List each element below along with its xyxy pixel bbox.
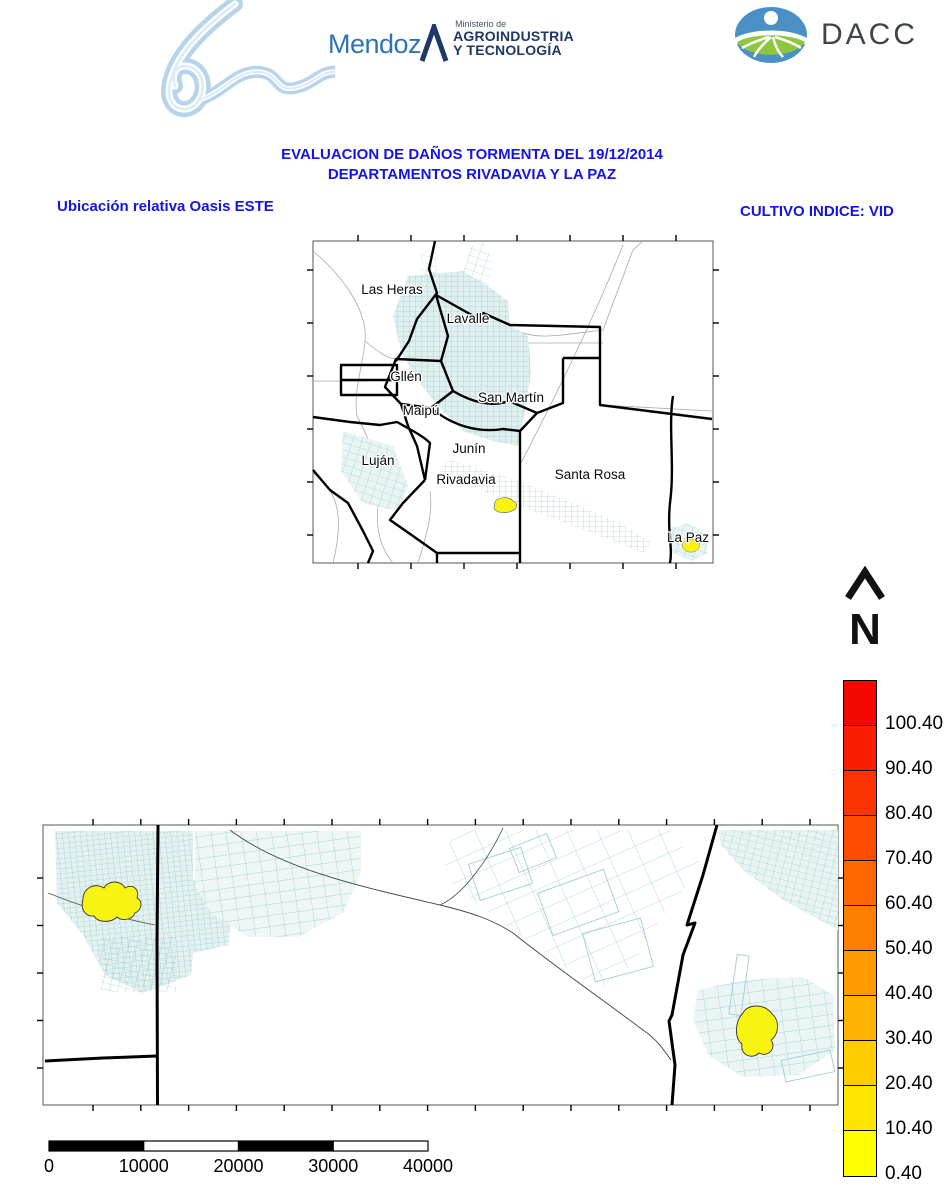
legend-value: 40.40 bbox=[885, 983, 933, 1004]
legend-segment bbox=[844, 951, 876, 996]
label-junin: Junín bbox=[452, 441, 485, 456]
label-guaymallen: Gllén bbox=[390, 369, 422, 384]
scale-label-10000: 10000 bbox=[119, 1156, 169, 1176]
overview-damage-zones bbox=[493, 497, 700, 553]
right-caption: CULTIVO INDICE: VID bbox=[740, 203, 894, 220]
scale-label-40000: 40000 bbox=[403, 1156, 453, 1176]
overview-vineyard-parcels bbox=[341, 241, 708, 561]
legend-value: 30.40 bbox=[885, 1028, 933, 1049]
mendoza-a-peak-icon bbox=[419, 23, 449, 62]
label-maipu: Maipú bbox=[403, 403, 440, 418]
scale-label-0: 0 bbox=[44, 1156, 54, 1176]
scale-label-20000: 20000 bbox=[213, 1156, 263, 1176]
north-letter: N bbox=[849, 605, 881, 650]
title-line-2: DEPARTAMENTOS RIVADAVIA Y LA PAZ bbox=[327, 165, 617, 183]
legend-colorbar: 100.40 90.40 80.40 70.40 60.40 50.40 40.40 30.4… bbox=[843, 680, 944, 1188]
label-lujan: Luján bbox=[361, 453, 394, 468]
ministry-brand-block: Mendoz Ministerio de AGROINDUSTRIA Y TEC… bbox=[328, 19, 574, 62]
legend-value: 70.40 bbox=[885, 848, 933, 869]
overview-map: Las Heras Lavalle Gllén Maipú San Martín… bbox=[307, 235, 719, 569]
legend-value: 100.40 bbox=[885, 713, 944, 734]
legend-value: 60.40 bbox=[885, 893, 933, 914]
scale-bar-segment bbox=[332, 1140, 429, 1152]
scale-bar-segment bbox=[237, 1140, 334, 1152]
scale-bar-segment bbox=[48, 1140, 145, 1152]
label-santa-rosa: Santa Rosa bbox=[555, 467, 626, 482]
ministry-line1: Ministerio de bbox=[455, 19, 507, 29]
scale-bar: 0 10000 20000 30000 40000 bbox=[44, 1140, 453, 1176]
legend-segment bbox=[844, 681, 876, 726]
label-lavalle: Lavalle bbox=[447, 311, 490, 326]
detail-map bbox=[37, 819, 844, 1111]
label-la-paz: La Paz bbox=[667, 530, 709, 545]
north-arrow: N bbox=[845, 566, 885, 650]
legend-segment bbox=[844, 816, 876, 861]
legend-segment bbox=[844, 996, 876, 1041]
overview-department-labels: Las Heras Lavalle Gllén Maipú San Martín… bbox=[360, 281, 711, 547]
left-caption: Ubicación relativa Oasis ESTE bbox=[57, 198, 274, 215]
label-san-martin: San Martín bbox=[478, 390, 544, 405]
scale-bar-segment bbox=[143, 1140, 240, 1152]
detail-department-boundaries bbox=[44, 824, 719, 1106]
dacc-globe-icon bbox=[735, 7, 807, 63]
legend-segment bbox=[844, 1041, 876, 1086]
legend-segment bbox=[844, 1131, 876, 1176]
legend-value: 90.40 bbox=[885, 758, 933, 779]
label-las-heras: Las Heras bbox=[361, 282, 423, 297]
title-line-1: EVALUACION DE DAÑOS TORMENTA DEL 19/12/2… bbox=[281, 146, 663, 163]
dacc-logo-block: DACC bbox=[733, 4, 918, 66]
detail-damage-zones bbox=[81, 881, 778, 1057]
legend-value: 0.40 bbox=[885, 1163, 922, 1184]
legend-color-ramp bbox=[843, 680, 877, 1177]
legend-segment bbox=[844, 771, 876, 816]
overview-department-boundaries bbox=[312, 240, 713, 564]
label-rivadavia: Rivadavia bbox=[436, 472, 496, 487]
legend-segment bbox=[844, 861, 876, 906]
legend-segment bbox=[844, 906, 876, 951]
legend-value: 80.40 bbox=[885, 803, 933, 824]
mendoza-wordmark: Mendoz bbox=[328, 28, 422, 59]
scale-bar-labels: 0 10000 20000 30000 40000 bbox=[44, 1156, 453, 1176]
legend-value: 20.40 bbox=[885, 1073, 933, 1094]
legend-segment bbox=[844, 726, 876, 771]
scale-bar-segments bbox=[48, 1140, 429, 1152]
ministry-line2: AGROINDUSTRIA bbox=[453, 28, 574, 45]
ministry-line3: Y TECNOLOGÍA bbox=[453, 42, 562, 59]
page-title: EVALUACION DE DAÑOS TORMENTA DEL 19/12/2… bbox=[0, 145, 944, 184]
north-caret-icon bbox=[845, 566, 885, 600]
legend-segment bbox=[844, 1086, 876, 1131]
scale-label-30000: 30000 bbox=[308, 1156, 358, 1176]
ministry-text: Ministerio de AGROINDUSTRIA Y TECNOLOGÍA bbox=[453, 19, 574, 59]
dacc-label: DACC bbox=[821, 18, 919, 51]
detail-map-ticks bbox=[37, 819, 844, 1111]
legend-value: 50.40 bbox=[885, 938, 933, 959]
overview-map-ticks bbox=[307, 235, 719, 569]
mendoza-ribbon-logo bbox=[161, 0, 335, 118]
legend-value: 10.40 bbox=[885, 1118, 933, 1139]
